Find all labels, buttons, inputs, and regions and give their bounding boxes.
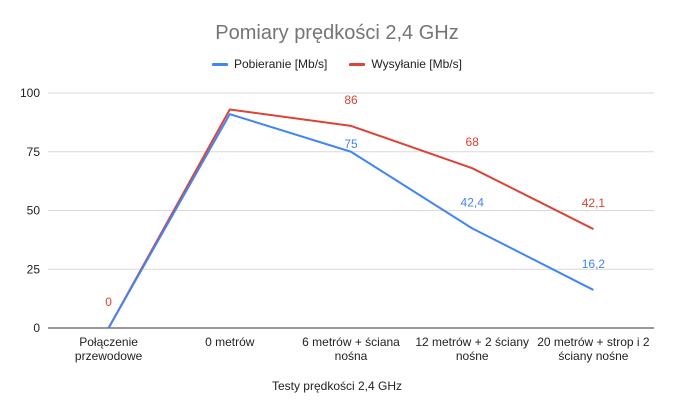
data-label-download: 16,2 <box>582 257 606 271</box>
x-tick-label: Połączenie przewodowe <box>75 335 143 363</box>
x-tick-label: 12 metrów + 2 ściany nośne <box>415 335 529 363</box>
x-axis-label: Testy prędkości 2,4 GHz <box>271 379 403 393</box>
legend-swatch-download <box>212 62 228 66</box>
legend-item-upload: Wysyłanie [Mb/s] <box>349 57 462 71</box>
data-label-upload: 0 <box>105 295 112 309</box>
chart-title: Pomiary prędkości 2,4 GHz <box>215 22 459 44</box>
y-tick-label: 75 <box>27 145 41 159</box>
legend-label-upload: Wysyłanie [Mb/s] <box>371 57 462 71</box>
legend-label-download: Pobieranie [Mb/s] <box>234 57 328 71</box>
series-line-download <box>107 113 594 329</box>
x-tick-label: 0 metrów <box>205 335 255 349</box>
data-label-upload: 68 <box>466 135 480 149</box>
x-tick-label: 20 metrów + strop i 2 ściany nośne <box>537 335 650 363</box>
x-tick-label: 6 metrów + ściana nośna <box>302 335 400 363</box>
data-label-download: 75 <box>344 137 358 151</box>
data-label-upload: 42,1 <box>582 196 606 210</box>
legend-swatch-upload <box>349 62 366 66</box>
y-tick-label: 100 <box>20 86 40 100</box>
series-line-upload <box>107 108 594 329</box>
y-tick-label: 0 <box>33 321 40 335</box>
legend-item-download: Pobieranie [Mb/s] <box>212 57 327 71</box>
y-tick-label: 25 <box>27 262 41 276</box>
data-label-upload: 86 <box>344 93 358 107</box>
data-label-download: 42,4 <box>461 195 485 209</box>
y-tick-label: 50 <box>27 204 41 218</box>
legend: Pobieranie [Mb/s] Wysyłanie [Mb/s] <box>0 57 674 71</box>
